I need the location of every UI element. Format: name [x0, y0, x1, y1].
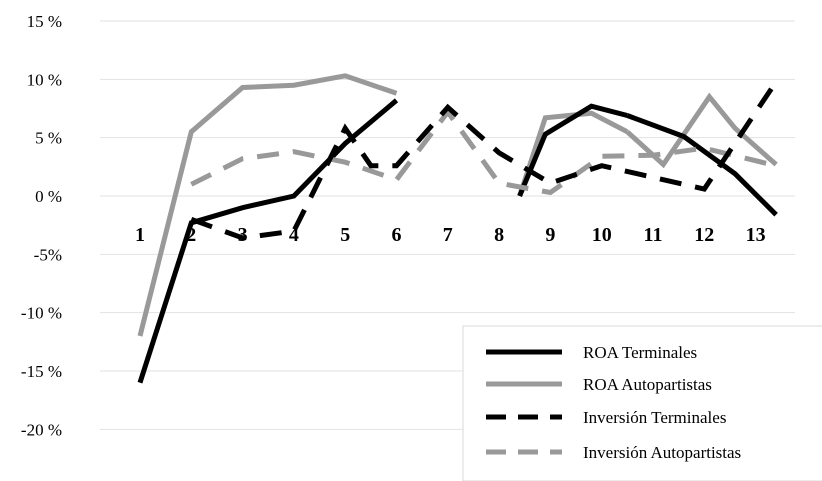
- series-line-roa-terminales: [626, 113, 778, 217]
- category-label: 8: [494, 224, 504, 246]
- category-label: 2: [186, 224, 196, 246]
- legend: ROA Terminales ROA Autopartistas Inversión…: [462, 325, 822, 481]
- legend-label: Inversión Autopartistas: [583, 443, 741, 462]
- gridlines: [100, 20, 795, 430]
- series-line-roa-autopartistas: [137, 73, 398, 337]
- series-lines: [137, 73, 779, 384]
- y-tick-label: -15 %: [21, 362, 62, 381]
- y-tick-label: 5 %: [35, 129, 62, 148]
- legend-label: Inversión Terminales: [583, 408, 726, 427]
- legend-label: ROA Terminales: [583, 343, 697, 362]
- y-tick-label: 15 %: [27, 12, 62, 31]
- category-label: 4: [289, 224, 299, 246]
- y-axis-ticks: 15 % 10 % 5 % 0 % -5% -10 % -15 % -20 %: [21, 12, 62, 439]
- series-line-roa-autopartistas: [517, 110, 629, 197]
- category-label: 11: [644, 224, 663, 246]
- y-tick-label: -20 %: [21, 420, 62, 439]
- y-tick-label: 10 %: [27, 70, 62, 89]
- series-line-roa-terminales: [137, 98, 399, 384]
- category-label: 1: [135, 224, 145, 246]
- category-label: 3: [238, 224, 248, 246]
- y-tick-label: 0 %: [35, 187, 62, 206]
- category-labels: 1 2 3 4 5 6 7 8 9 10 11 12 13: [135, 224, 766, 246]
- series-line-inversi-n-autopartistas: [190, 107, 777, 196]
- y-tick-label: -5%: [34, 245, 62, 264]
- category-label: 7: [443, 224, 453, 246]
- category-label: 6: [392, 224, 402, 246]
- category-label: 13: [746, 224, 766, 246]
- series-line-roa-terminales: [517, 103, 628, 197]
- y-tick-label: -10 %: [21, 304, 62, 323]
- category-label: 10: [592, 224, 612, 246]
- legend-label: ROA Autopartistas: [583, 375, 712, 394]
- series-line-inversi-n-terminales: [190, 80, 779, 241]
- category-label: 12: [694, 224, 714, 246]
- category-label: 5: [340, 224, 350, 246]
- category-label: 9: [545, 224, 555, 246]
